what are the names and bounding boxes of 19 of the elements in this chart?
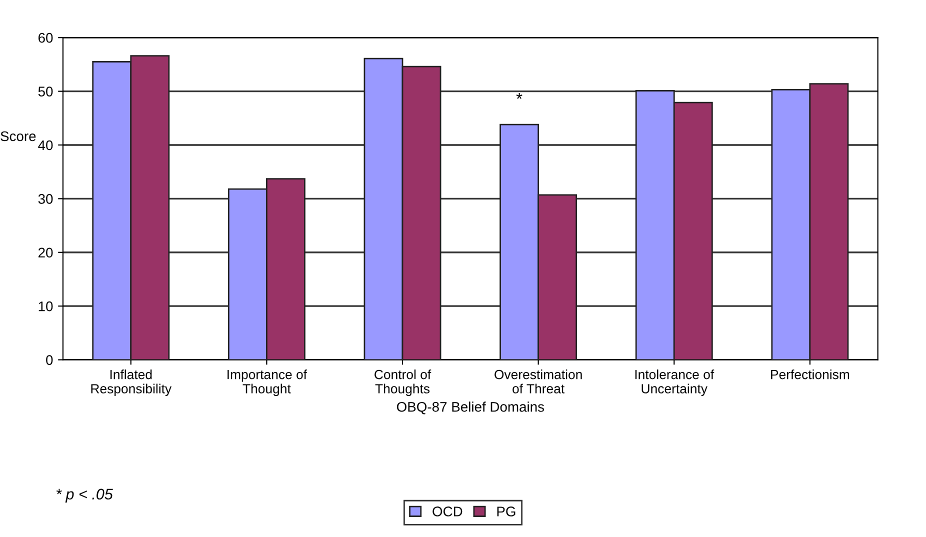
y-tick-label: 50 <box>38 86 53 96</box>
y-tick-label: 60 <box>38 32 53 43</box>
y-tick-label: 10 <box>38 301 53 312</box>
x-tick-label: Control of Thoughts <box>374 370 432 396</box>
x-tick-label: Overestimation of Threat <box>494 370 582 394</box>
x-tick-label: Intolerance of Uncertainty <box>635 370 714 396</box>
legend-label: OCD <box>432 506 462 516</box>
y-tick-label: 30 <box>38 194 53 204</box>
legend-label: PG <box>497 506 516 516</box>
x-tick-label: Importance of Thought <box>228 370 308 396</box>
text: * p < .05 <box>56 488 113 503</box>
x-tick-label: Inflated Responsibility <box>91 370 172 396</box>
annotation: * <box>516 92 522 99</box>
x-tick-label: Perfectionism <box>771 370 850 380</box>
y-tick-label: 40 <box>38 140 53 150</box>
y-tick-label: 0 <box>46 355 53 365</box>
y-axis-title: Score <box>0 131 36 142</box>
x-axis-title: OBQ-87 Belief Domains <box>396 402 544 414</box>
y-tick-label: 20 <box>38 248 53 258</box>
